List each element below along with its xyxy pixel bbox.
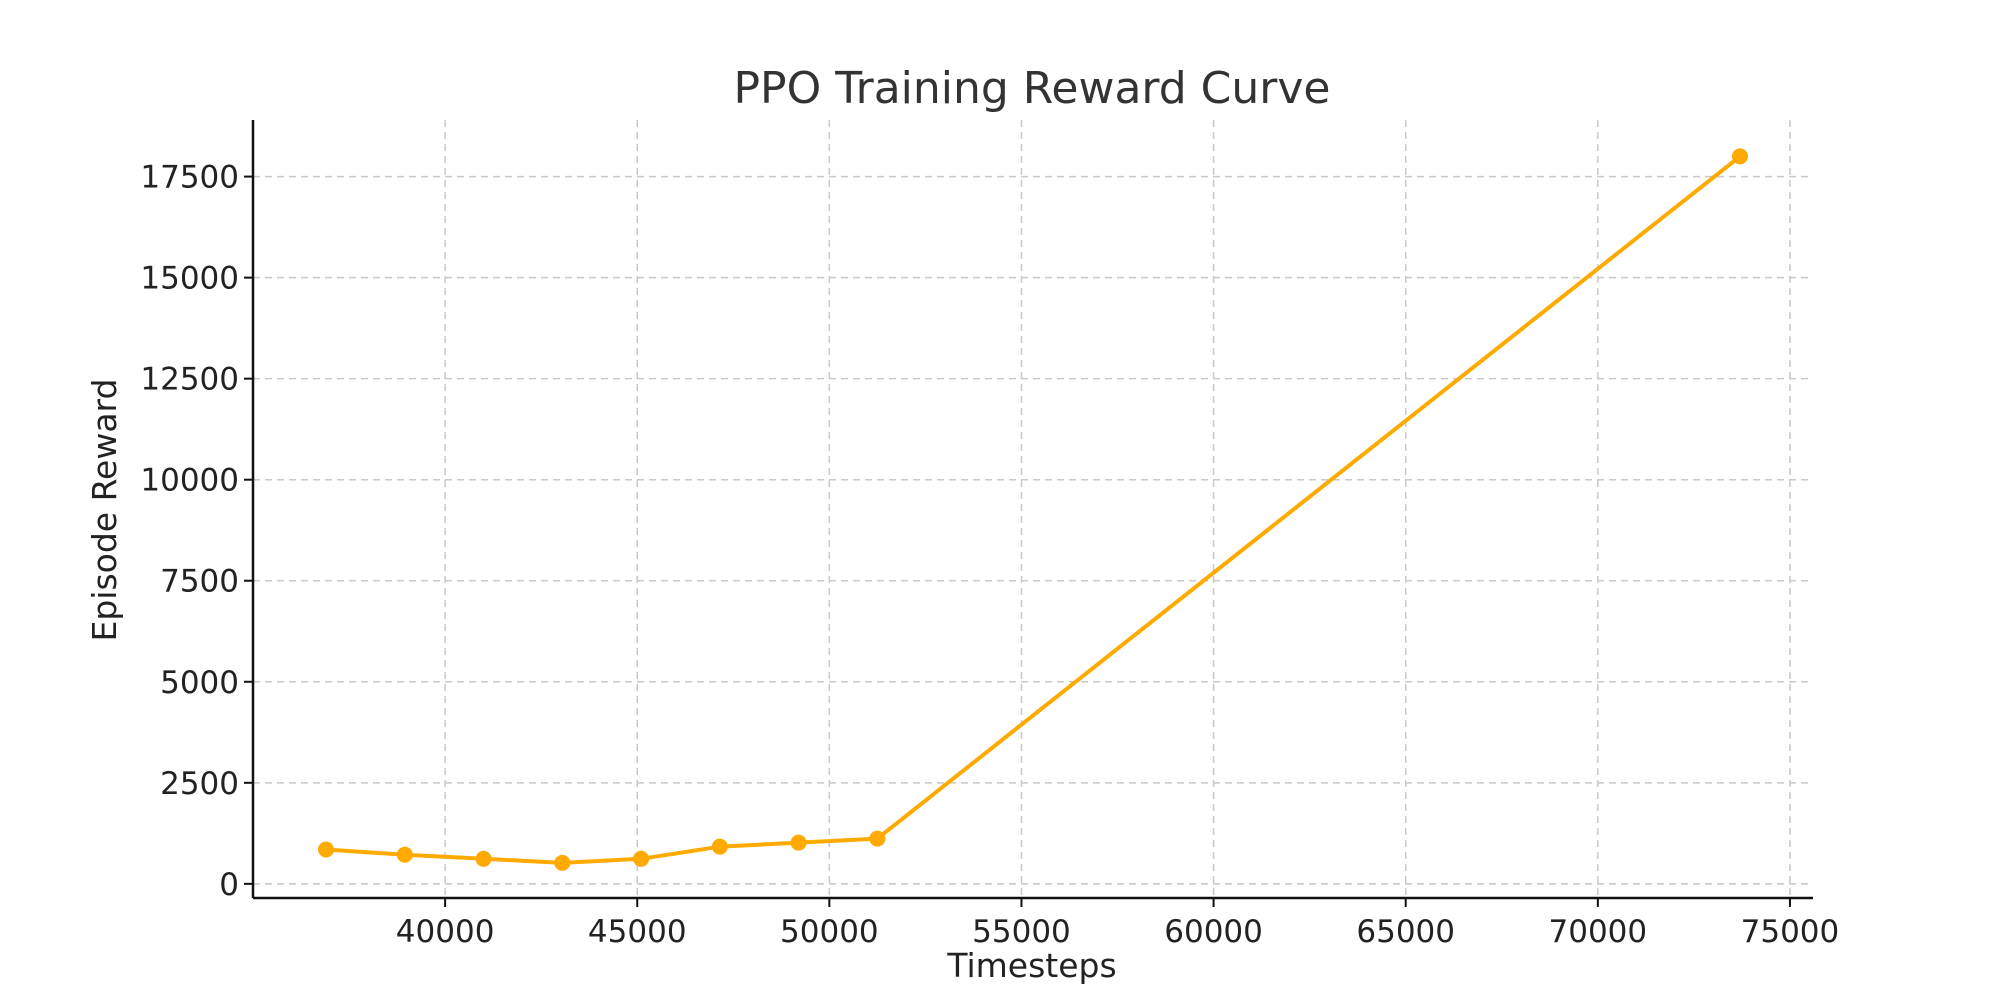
y-tick-label-0: 0: [219, 867, 239, 903]
x-ticks: 40000 45000 50000 55000 60000 65000 70000 75000: [396, 898, 1839, 950]
x-tick-label-5: 65000: [1356, 914, 1455, 950]
x-tick-label-1: 45000: [588, 914, 687, 950]
y-tick-label-7: 17500: [140, 160, 239, 196]
x-tick-label-4: 60000: [1164, 914, 1263, 950]
x-axis-label: Timesteps: [946, 946, 1116, 985]
data-point-0-3: [554, 854, 571, 871]
data-point-0-7: [869, 830, 886, 847]
y-tick-label-4: 10000: [140, 463, 239, 499]
data-point-0-0: [318, 841, 335, 858]
data-point-0-1: [396, 846, 413, 863]
x-tick-label-6: 70000: [1549, 914, 1648, 950]
y-tick-label-3: 7500: [160, 564, 239, 600]
chart-title: PPO Training Reward Curve: [734, 63, 1331, 114]
y-tick-label-2: 5000: [160, 665, 239, 701]
y-ticks: 0 2500 5000 7500 10000 12500 15000 17500: [140, 160, 253, 903]
series-line-0: [324, 154, 1742, 865]
data-point-0-5: [711, 838, 728, 855]
y-tick-label-1: 2500: [160, 766, 239, 802]
data-point-0-8: [1731, 148, 1748, 165]
data-point-0-6: [790, 834, 807, 851]
x-tick-label-7: 75000: [1741, 914, 1840, 950]
data-point-0-4: [633, 850, 650, 867]
y-tick-label-6: 15000: [140, 261, 239, 297]
y-axis-label: Episode Reward: [85, 379, 124, 642]
axes: [251, 120, 1813, 900]
y-tick-label-5: 12500: [140, 362, 239, 398]
x-tick-label-2: 50000: [780, 914, 879, 950]
series: [318, 148, 1748, 871]
x-tick-label-3: 55000: [972, 914, 1071, 950]
data-point-0-2: [475, 850, 492, 867]
grid: [253, 120, 1813, 898]
x-tick-label-0: 40000: [396, 914, 495, 950]
